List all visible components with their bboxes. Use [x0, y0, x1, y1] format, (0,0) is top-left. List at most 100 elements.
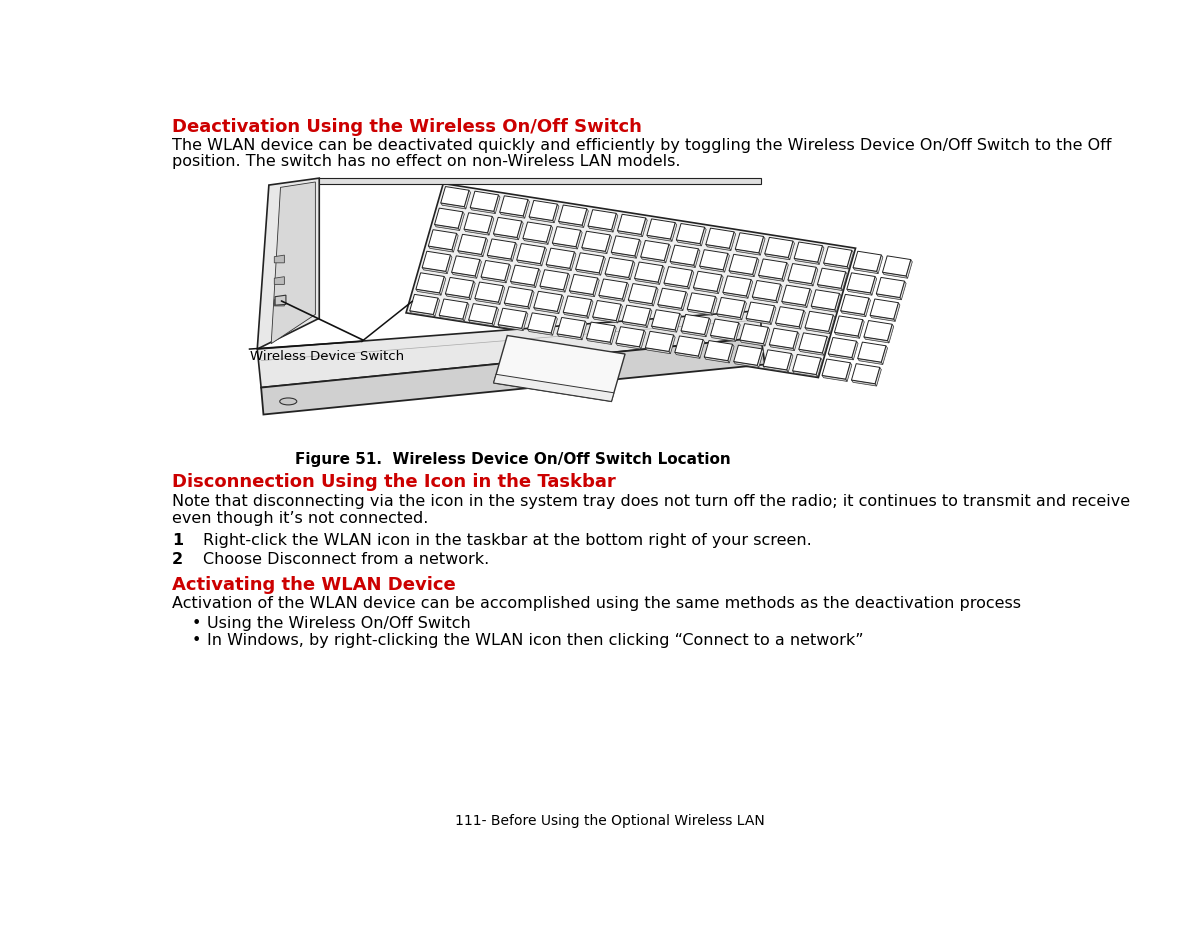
Polygon shape — [770, 345, 795, 351]
Polygon shape — [458, 212, 464, 231]
Polygon shape — [409, 311, 434, 317]
Polygon shape — [822, 360, 851, 380]
Polygon shape — [846, 363, 852, 382]
Polygon shape — [704, 341, 733, 362]
Polygon shape — [804, 328, 831, 335]
Polygon shape — [618, 232, 643, 237]
Polygon shape — [710, 320, 739, 339]
Polygon shape — [700, 228, 706, 247]
Polygon shape — [505, 304, 530, 310]
Polygon shape — [759, 237, 765, 256]
Polygon shape — [451, 273, 477, 279]
Polygon shape — [534, 270, 540, 288]
Polygon shape — [499, 325, 524, 331]
Polygon shape — [499, 309, 526, 329]
Polygon shape — [640, 258, 665, 263]
Polygon shape — [546, 248, 575, 269]
Polygon shape — [546, 265, 571, 272]
Polygon shape — [676, 224, 704, 245]
Polygon shape — [716, 275, 724, 295]
Polygon shape — [557, 335, 582, 340]
Polygon shape — [894, 303, 900, 322]
Polygon shape — [664, 267, 693, 287]
Polygon shape — [551, 317, 557, 336]
Polygon shape — [729, 233, 735, 251]
Text: Wireless Device Switch: Wireless Device Switch — [250, 349, 403, 362]
Polygon shape — [275, 256, 284, 263]
Polygon shape — [687, 310, 713, 316]
Polygon shape — [599, 257, 606, 276]
Polygon shape — [847, 251, 853, 270]
Polygon shape — [818, 286, 843, 291]
Polygon shape — [840, 311, 866, 317]
Polygon shape — [481, 277, 506, 284]
Polygon shape — [746, 303, 775, 323]
Polygon shape — [528, 291, 534, 310]
Polygon shape — [319, 179, 760, 185]
Polygon shape — [587, 300, 593, 319]
Polygon shape — [900, 282, 906, 300]
Polygon shape — [841, 273, 847, 291]
Polygon shape — [527, 330, 552, 336]
Polygon shape — [641, 219, 647, 237]
Polygon shape — [582, 248, 607, 254]
Polygon shape — [511, 282, 536, 288]
Polygon shape — [616, 344, 641, 349]
Text: Using the Wireless On/Off Switch: Using the Wireless On/Off Switch — [207, 615, 470, 630]
Polygon shape — [440, 187, 469, 208]
Polygon shape — [864, 337, 889, 344]
Polygon shape — [647, 236, 672, 242]
Polygon shape — [735, 250, 760, 256]
Polygon shape — [710, 336, 735, 342]
Polygon shape — [593, 279, 600, 298]
Polygon shape — [823, 248, 852, 267]
Polygon shape — [706, 229, 734, 249]
Polygon shape — [576, 253, 603, 273]
Polygon shape — [634, 279, 659, 286]
Polygon shape — [793, 355, 821, 375]
Text: Note that disconnecting via the icon in the system tray does not turn off the ra: Note that disconnecting via the icon in … — [173, 493, 1130, 509]
Polygon shape — [463, 303, 469, 322]
Polygon shape — [500, 197, 528, 217]
Polygon shape — [261, 338, 765, 415]
Polygon shape — [782, 263, 788, 282]
Polygon shape — [616, 327, 644, 348]
Polygon shape — [647, 220, 675, 240]
Polygon shape — [782, 286, 810, 306]
Polygon shape — [688, 271, 694, 290]
Polygon shape — [734, 324, 740, 342]
Polygon shape — [883, 257, 910, 276]
Polygon shape — [524, 200, 530, 219]
Polygon shape — [675, 353, 700, 359]
Text: In Windows, by right-clicking the WLAN icon then clicking “Connect to a network”: In Windows, by right-clicking the WLAN i… — [207, 633, 864, 648]
Polygon shape — [664, 245, 670, 263]
Polygon shape — [422, 268, 447, 274]
Polygon shape — [876, 278, 904, 298]
Polygon shape — [716, 314, 741, 321]
Polygon shape — [729, 272, 754, 277]
Text: 2: 2 — [173, 552, 183, 566]
Polygon shape — [494, 218, 521, 238]
Polygon shape — [883, 273, 908, 279]
Polygon shape — [728, 345, 734, 363]
Polygon shape — [511, 266, 539, 286]
Polygon shape — [581, 322, 587, 340]
Polygon shape — [439, 299, 468, 320]
Text: Right-click the WLAN icon in the taskbar at the bottom right of your screen.: Right-click the WLAN icon in the taskbar… — [203, 532, 812, 547]
Polygon shape — [587, 323, 615, 343]
Polygon shape — [828, 354, 853, 361]
Polygon shape — [494, 337, 625, 402]
Polygon shape — [710, 298, 718, 316]
Text: Deactivation Using the Wireless On/Off Switch: Deactivation Using the Wireless On/Off S… — [173, 118, 641, 135]
Polygon shape — [818, 247, 823, 265]
Polygon shape — [540, 271, 568, 290]
Polygon shape — [516, 222, 524, 240]
Polygon shape — [610, 326, 616, 345]
Polygon shape — [428, 231, 457, 250]
Polygon shape — [618, 215, 646, 235]
Polygon shape — [475, 283, 503, 303]
Polygon shape — [628, 300, 653, 307]
Polygon shape — [439, 316, 464, 322]
Polygon shape — [763, 350, 791, 371]
Polygon shape — [793, 333, 800, 351]
